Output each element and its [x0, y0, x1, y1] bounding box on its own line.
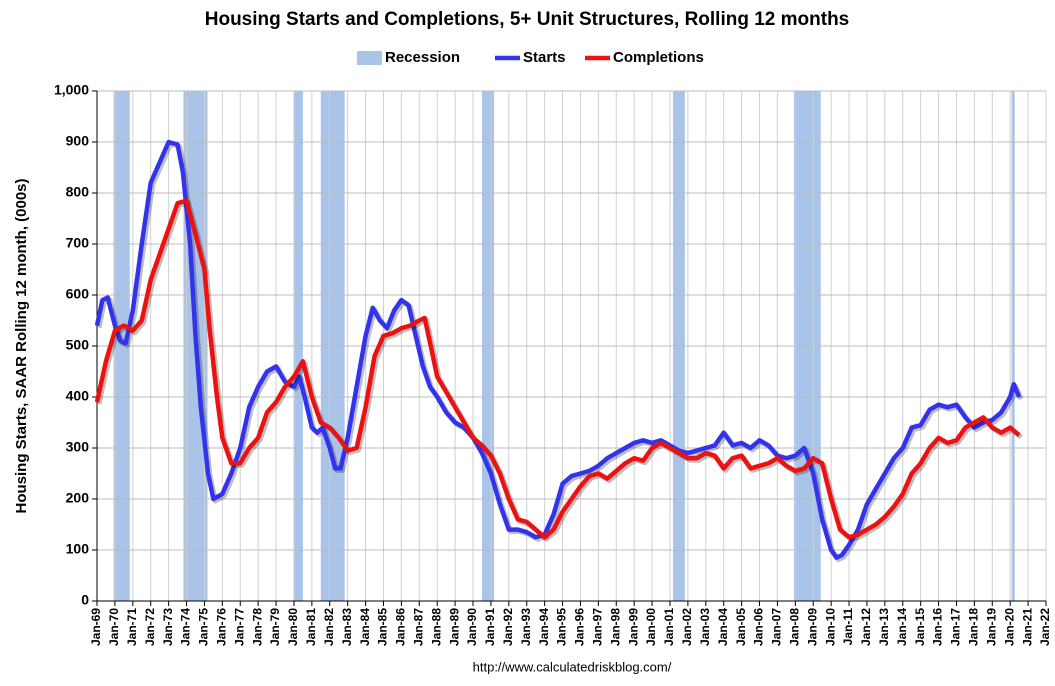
- x-tick-label: Jan-72: [143, 608, 157, 646]
- x-tick-label: Jan-04: [716, 608, 730, 646]
- x-tick-label: Jan-18: [967, 608, 981, 646]
- x-tick-label: Jan-88: [429, 608, 443, 646]
- legend-label: Starts: [523, 49, 566, 66]
- x-tick-label: Jan-08: [787, 608, 801, 646]
- x-tick-label: Jan-93: [519, 608, 533, 646]
- x-tick-label: Jan-10: [823, 608, 837, 646]
- y-axis-label: Housing Starts, SAAR Rolling 12 month, (…: [13, 178, 30, 513]
- y-tick-label: 1,000: [54, 82, 89, 98]
- x-tick-label: Jan-07: [770, 608, 784, 646]
- x-tick-label: Jan-98: [608, 608, 622, 646]
- series-line: [94, 198, 1021, 540]
- x-tick-label: Jan-89: [447, 608, 461, 646]
- x-tick-label: Jan-17: [949, 608, 963, 646]
- y-tick-label: 0: [81, 592, 89, 608]
- x-tick-label: Jan-70: [107, 608, 121, 646]
- x-tick-label: Jan-81: [304, 608, 318, 646]
- x-tick-label: Jan-92: [501, 608, 515, 646]
- x-tick-label: Jan-00: [644, 608, 658, 646]
- x-tick-label: Jan-71: [125, 608, 139, 646]
- x-tick-label: Jan-14: [895, 608, 909, 646]
- legend-swatch: [357, 51, 382, 65]
- y-tick-label: 300: [66, 439, 90, 455]
- x-tick-label: Jan-82: [322, 608, 336, 646]
- x-tick-label: Jan-86: [394, 608, 408, 646]
- y-tick-label: 900: [66, 133, 90, 149]
- x-tick-label: Jan-79: [268, 608, 282, 646]
- x-tick-label: Jan-74: [179, 608, 193, 646]
- x-tick-label: Jan-84: [358, 608, 372, 646]
- line-shadow: [96, 200, 1023, 542]
- y-tick-label: 800: [66, 184, 90, 200]
- x-tick-label: Jan-03: [698, 608, 712, 646]
- x-tick-label: Jan-20: [1002, 608, 1016, 646]
- y-tick-label: 100: [66, 541, 90, 557]
- x-tick-label: Jan-95: [555, 608, 569, 646]
- x-tick-label: Jan-69: [89, 608, 103, 646]
- legend: Recession Starts Completions: [357, 49, 704, 66]
- x-tick-label: Jan-76: [215, 608, 229, 646]
- x-tick-label: Jan-21: [1020, 608, 1034, 646]
- x-tick-label: Jan-99: [626, 608, 640, 646]
- y-tick-label: 200: [66, 490, 90, 506]
- x-tick-label: Jan-85: [376, 608, 390, 646]
- x-tick-label: Jan-83: [340, 608, 354, 646]
- x-tick-label: Jan-73: [161, 608, 175, 646]
- x-tick-label: Jan-06: [752, 608, 766, 646]
- x-tick-label: Jan-90: [465, 608, 479, 646]
- x-tick-label: Jan-22: [1038, 608, 1052, 646]
- x-tick-label: Jan-19: [984, 608, 998, 646]
- x-tick-label: Jan-02: [680, 608, 694, 646]
- x-tick-label: Jan-97: [591, 608, 605, 646]
- y-tick-label: 500: [66, 337, 90, 353]
- x-tick-label: Jan-80: [286, 608, 300, 646]
- x-tick-label: Jan-09: [805, 608, 819, 646]
- x-tick-label: Jan-12: [859, 608, 873, 646]
- x-tick-label: Jan-13: [877, 608, 891, 646]
- legend-label: Recession: [385, 49, 460, 66]
- x-tick-label: Jan-05: [734, 608, 748, 646]
- y-tick-label: 400: [66, 388, 90, 404]
- x-tick-label: Jan-77: [232, 608, 246, 646]
- x-tick-label: Jan-94: [537, 608, 551, 646]
- x-tick-label: Jan-16: [931, 608, 945, 646]
- x-tick-label: Jan-75: [197, 608, 211, 646]
- chart-title: Housing Starts and Completions, 5+ Unit …: [205, 9, 850, 30]
- x-tick-label: Jan-87: [411, 608, 425, 646]
- legend-label: Completions: [613, 49, 704, 66]
- series-line: [94, 139, 1022, 560]
- y-tick-label: 700: [66, 235, 90, 251]
- x-tick-label: Jan-96: [573, 608, 587, 646]
- x-tick-label: Jan-01: [662, 608, 676, 646]
- x-tick-label: Jan-11: [841, 608, 855, 646]
- x-tick-label: Jan-15: [913, 608, 927, 646]
- x-tick-label: Jan-91: [483, 608, 497, 646]
- y-tick-label: 600: [66, 286, 90, 302]
- source: http://www.calculatedriskblog.com/: [473, 659, 672, 674]
- x-tick-label: Jan-78: [250, 608, 264, 646]
